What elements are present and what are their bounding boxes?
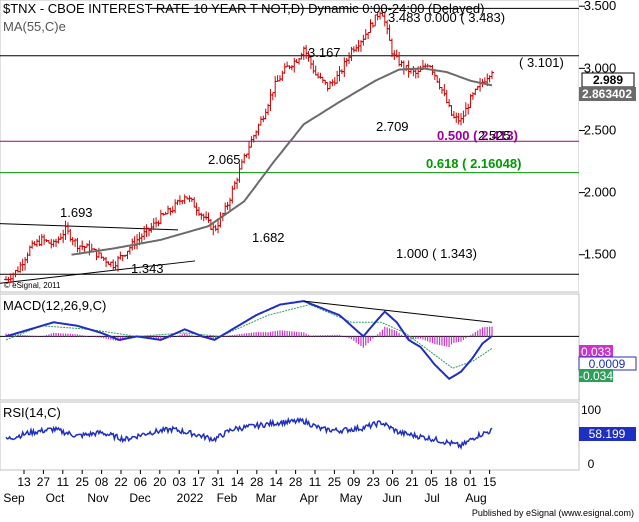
x-month-label: Jul (424, 491, 439, 505)
x-month-label: Nov (87, 491, 108, 505)
x-tick-label: 25 (328, 475, 342, 489)
price-y-tick-label: 3.500 (584, 0, 617, 13)
chart-title: $TNX - CBOE INTEREST RATE 10 YEAR T NOT,… (3, 1, 484, 16)
x-tick-label: 05 (425, 475, 439, 489)
rsi-title: RSI(14,C) (3, 405, 61, 420)
swing-label: 2.065 (208, 152, 241, 167)
x-tick-label: 06 (134, 475, 148, 489)
x-tick-label: 03 (173, 475, 187, 489)
current-price-value: 2.989 (593, 73, 623, 87)
price-y-tick-label: 2.000 (584, 185, 617, 200)
price-plot-frame (0, 0, 580, 293)
x-tick-label: 14 (270, 475, 284, 489)
macd-signal-value: -0.034 (579, 369, 613, 383)
x-axis: 13 27 11 25 08 22 06 20 03 17 31 14 28 14 28 11 25 09 23 06… (3, 470, 497, 505)
price-y-tick-label: 3.000 (584, 60, 617, 75)
rsi-panel: RSI(14,C) 100500 58.199 (0, 401, 636, 471)
x-tick-label: 28 (250, 475, 264, 489)
x-tick-label: 31 (211, 475, 225, 489)
x-month-label: Jun (382, 491, 401, 505)
x-tick-label: 08 (95, 475, 109, 489)
macd-plot-frame (0, 293, 580, 401)
x-tick-label: 01 (464, 475, 478, 489)
swing-label: 3.167 (308, 45, 341, 60)
macd-panel: MACD(12,26,9,C) 0.033 0.0009 -0.034 (0, 293, 637, 401)
price-y-tick-label: 1.500 (584, 247, 617, 262)
macd-histogram (5, 326, 493, 348)
swing-label: 0.618 ( 2.16048) (426, 156, 521, 171)
x-tick-label: 22 (114, 475, 128, 489)
price-bar (490, 70, 494, 80)
price-panel: 3.483 0.000 ( 3.483) 3.167 ( 3.101) 2.709 0.… (0, 0, 639, 293)
x-tick-label: 17 (192, 475, 206, 489)
copyright-text: © eSignal, 2011 (4, 281, 61, 290)
price-bars (4, 10, 494, 284)
ma-indicator-label: MA(55,C)e (3, 19, 66, 34)
swing-label: 1.343 (131, 261, 164, 276)
x-tick-label: 11 (57, 475, 70, 489)
swing-label: 0.500 ( 2.413) (437, 128, 518, 143)
macd-value: 0.0009 (589, 357, 626, 371)
x-tick-label: 27 (37, 475, 51, 489)
price-y-axis-ticks: 3.500 3.000 2.500 2.000 1.500 (579, 0, 616, 262)
x-month-label: Sep (3, 491, 25, 505)
swing-label: 1.693 (60, 205, 93, 220)
macd-signal-tag (579, 369, 613, 382)
x-month-label: 2022 (177, 491, 204, 505)
footer-credit: Published by eSignal (www.esignal.com) (472, 508, 634, 518)
x-tick-label: 09 (347, 475, 361, 489)
x-tick-label: 25 (76, 475, 90, 489)
swing-label: 2.525 (478, 128, 511, 143)
x-month-label: Feb (217, 491, 238, 505)
x-tick-label: 20 (153, 475, 167, 489)
x-month-label: May (340, 491, 363, 505)
x-month-label: Mar (256, 491, 277, 505)
swing-label: 1.000 ( 1.343) (396, 246, 477, 261)
rsi-line (5, 416, 493, 451)
x-tick-label: 18 (444, 475, 458, 489)
x-tick-label: 15 (483, 475, 497, 489)
macd-title: MACD(12,26,9,C) (3, 298, 106, 313)
swing-label: 2.709 (376, 119, 409, 134)
rsi-y-tick-label: 100 (581, 403, 601, 417)
x-month-label: Apr (300, 491, 319, 505)
macd-hist-value: 0.033 (581, 345, 611, 359)
swing-label: 3.483 0.000 ( 3.483) (388, 10, 505, 25)
ma-value: 2.863402 (582, 87, 632, 101)
x-tick-label: 11 (309, 475, 322, 489)
moving-average-line (71, 67, 493, 256)
macd-line (5, 300, 493, 381)
price-axis-area (579, 0, 639, 292)
swing-label: ( 3.101) (519, 55, 564, 70)
support-trend-line (0, 260, 196, 284)
x-tick-label: 23 (367, 475, 381, 489)
swing-label: 1.682 (252, 230, 285, 245)
x-tick-label: 06 (386, 475, 400, 489)
x-axis-day-ticks: 13 27 11 25 08 22 06 20 03 17 31 14 28 14 28 11 25 09 23 06… (17, 470, 497, 489)
x-tick-label: 28 (289, 475, 303, 489)
rsi-value-tag (579, 427, 636, 441)
x-month-label: Oct (46, 491, 65, 505)
price-y-tick-label: 2.500 (584, 122, 617, 137)
x-month-label: Aug (465, 491, 486, 505)
rsi-value: 58.199 (589, 427, 626, 441)
macd-trend-line (303, 300, 493, 323)
x-tick-label: 21 (405, 475, 419, 489)
swing-labels: 3.483 0.000 ( 3.483) 3.167 ( 3.101) 2.709 0.… (60, 10, 564, 276)
rsi-y-tick-label: 0 (588, 457, 595, 471)
x-axis-month-labels: Sep Oct Nov Dec 2022 Feb Mar Apr May Jun Jul Aug (3, 491, 486, 505)
ma-value-tag (579, 87, 636, 101)
x-tick-label: 14 (231, 475, 245, 489)
x-tick-label: 13 (17, 475, 31, 489)
x-month-label: Dec (129, 491, 150, 505)
resistance-line (0, 223, 179, 231)
macd-hist-tag (579, 345, 613, 358)
macd-signal-line (5, 304, 493, 369)
